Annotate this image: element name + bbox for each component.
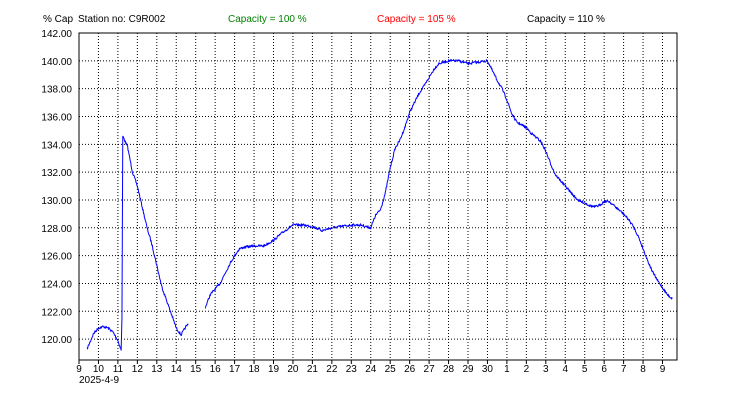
y-tick-label: 126.00	[41, 252, 72, 263]
x-tick-label: 5	[582, 364, 588, 375]
plot-frame	[78, 32, 678, 361]
grid-lines	[78, 32, 677, 364]
tick-labels: 120.00 122.00 124.00 126.00 128.00 130.00 132.…	[41, 29, 665, 375]
x-tick-label: 11	[113, 364, 124, 375]
x-tick-label: 6	[601, 364, 607, 375]
x-tick-label: 16	[210, 364, 222, 375]
x-tick-label: 27	[424, 364, 436, 375]
x-axis-start-date: 2025-4-9	[79, 375, 120, 386]
x-tick-label: 24	[365, 364, 377, 375]
y-tick-label: 132.00	[41, 168, 72, 179]
y-tick-label: 142.00	[41, 29, 72, 40]
x-tick-label: 23	[346, 364, 358, 375]
x-tick-label: 9	[76, 364, 82, 375]
x-tick-label: 29	[462, 364, 474, 375]
y-tick-label: 140.00	[41, 57, 72, 68]
x-tick-label: 28	[443, 364, 455, 375]
x-tick-label: 21	[307, 364, 319, 375]
y-tick-label: 138.00	[41, 85, 72, 96]
series-layer	[86, 59, 673, 351]
x-tick-label: 18	[248, 364, 260, 375]
y-tick-label: 120.00	[41, 335, 72, 346]
y-tick-label: 130.00	[41, 196, 72, 207]
x-tick-label: 8	[640, 364, 646, 375]
x-tick-label: 9	[660, 364, 666, 375]
capacity-series-line	[204, 59, 673, 309]
y-tick-label: 128.00	[41, 224, 72, 235]
x-tick-label: 22	[326, 364, 338, 375]
x-tick-label: 20	[287, 364, 299, 375]
x-tick-label: 12	[132, 364, 144, 375]
x-tick-label: 4	[562, 364, 568, 375]
x-tick-label: 7	[621, 364, 627, 375]
x-tick-label: 19	[268, 364, 280, 375]
x-tick-label: 17	[229, 364, 241, 375]
x-tick-label: 10	[93, 364, 105, 375]
x-tick-label: 1	[504, 364, 510, 375]
y-axis-unit-label: % Cap	[43, 14, 74, 25]
x-tick-label: 15	[190, 364, 202, 375]
x-tick-label: 3	[543, 364, 549, 375]
x-tick-label: 2	[524, 364, 530, 375]
x-tick-label: 13	[151, 364, 163, 375]
capacity-series-line	[86, 135, 189, 351]
capacity-105-label: Capacity = 105 %	[377, 14, 456, 25]
station-label: Station no: C9R002	[78, 14, 166, 25]
y-tick-label: 124.00	[41, 279, 72, 290]
capacity-100-label: Capacity = 100 %	[228, 14, 307, 25]
x-tick-label: 14	[171, 364, 183, 375]
y-tick-label: 134.00	[41, 140, 72, 151]
y-tick-label: 122.00	[41, 307, 72, 318]
x-tick-label: 26	[404, 364, 416, 375]
x-tick-label: 25	[385, 364, 397, 375]
x-tick-label: 30	[482, 364, 494, 375]
capacity-110-label: Capacity = 110 %	[527, 14, 605, 25]
y-tick-label: 136.00	[41, 112, 72, 123]
